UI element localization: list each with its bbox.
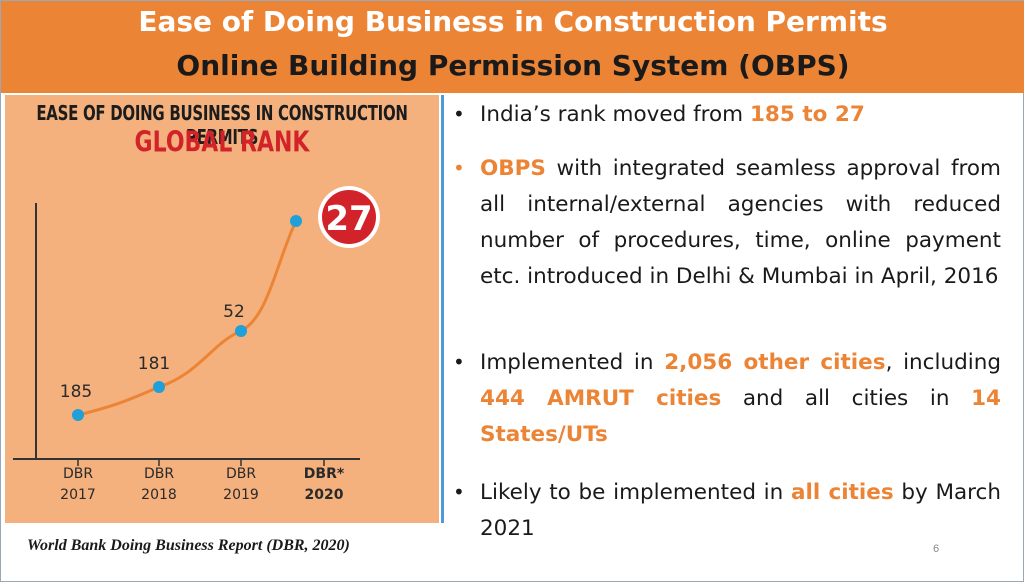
- x-tick-label: DBR: [63, 466, 93, 482]
- body-text: Likely to be implemented in: [480, 480, 791, 505]
- bullet-marker: •: [453, 480, 465, 504]
- highlight-text: OBPS: [480, 156, 546, 181]
- data-point: [153, 381, 165, 393]
- body-text: India’s rank moved from: [480, 102, 750, 127]
- rank-line: [77, 220, 298, 417]
- bullet-marker: •: [453, 350, 465, 374]
- data-label: 27: [325, 199, 372, 239]
- x-tick-label: 2019: [223, 487, 259, 503]
- bullet-marker: •: [453, 156, 465, 180]
- slide-title: Ease of Doing Business in Construction P…: [138, 5, 888, 38]
- highlight-text: all cities: [790, 480, 894, 505]
- data-point: [290, 215, 302, 227]
- bullet-text: Likely to be implemented in all cities b…: [480, 475, 1001, 547]
- data-label: 181: [138, 354, 170, 374]
- x-tick-label: DBR: [226, 466, 256, 482]
- panel-divider: [441, 95, 444, 523]
- x-tick-label: DBR: [144, 466, 174, 482]
- rank-badge: [322, 190, 376, 244]
- data-label: 185: [60, 382, 92, 402]
- body-text: and all cities in: [721, 386, 972, 411]
- bullet-text: Implemented in 2,056 other cities, inclu…: [480, 345, 1001, 453]
- body-text: by March 2021: [480, 480, 1001, 541]
- highlight-text: 2,056 other cities: [664, 350, 886, 375]
- x-tick-label: 2018: [141, 487, 177, 503]
- x-tick-label: 2017: [60, 487, 96, 503]
- bullet-text: India’s rank moved from 185 to 27: [480, 97, 1001, 133]
- bullet-marker: •: [453, 102, 465, 126]
- highlight-text: 444 AMRUT cities: [480, 386, 722, 411]
- data-point: [72, 409, 84, 421]
- data-point: [235, 325, 247, 337]
- x-tick-label: 2020: [305, 487, 344, 503]
- infographic-heading: EASE OF DOING BUSINESS IN CONSTRUCTION P…: [36, 101, 408, 150]
- body-text: with integrated seamless approval from a…: [480, 156, 1001, 289]
- body-text: , including: [885, 350, 1001, 375]
- body-text: Implemented in: [480, 350, 665, 375]
- rank-chart: 185 181 52 27 DBR 2017 DBR 2018 DBR 2019 DBR* 2020: [13, 186, 380, 503]
- rank-infographic: 185 181 52 27 DBR 2017 DBR 2018 DBR 2019 DBR* 2020 …: [5, 95, 439, 523]
- highlight-text: 14 States/UTs: [480, 386, 1001, 447]
- source-caption: World Bank Doing Business Report (DBR, 2…: [27, 537, 350, 554]
- bullet-text: OBPS with integrated seamless approval f…: [480, 151, 1001, 295]
- slide-subtitle: Online Building Permission System (OBPS): [176, 49, 850, 82]
- x-tick-label: DBR*: [304, 466, 345, 482]
- highlight-text: 185 to 27: [749, 102, 865, 127]
- page-number: 6: [933, 543, 940, 555]
- title-bar: Ease of Doing Business in Construction P…: [1, 1, 1024, 93]
- infographic-subheading: GLOBAL RANK: [134, 127, 310, 160]
- data-label: 52: [223, 302, 245, 322]
